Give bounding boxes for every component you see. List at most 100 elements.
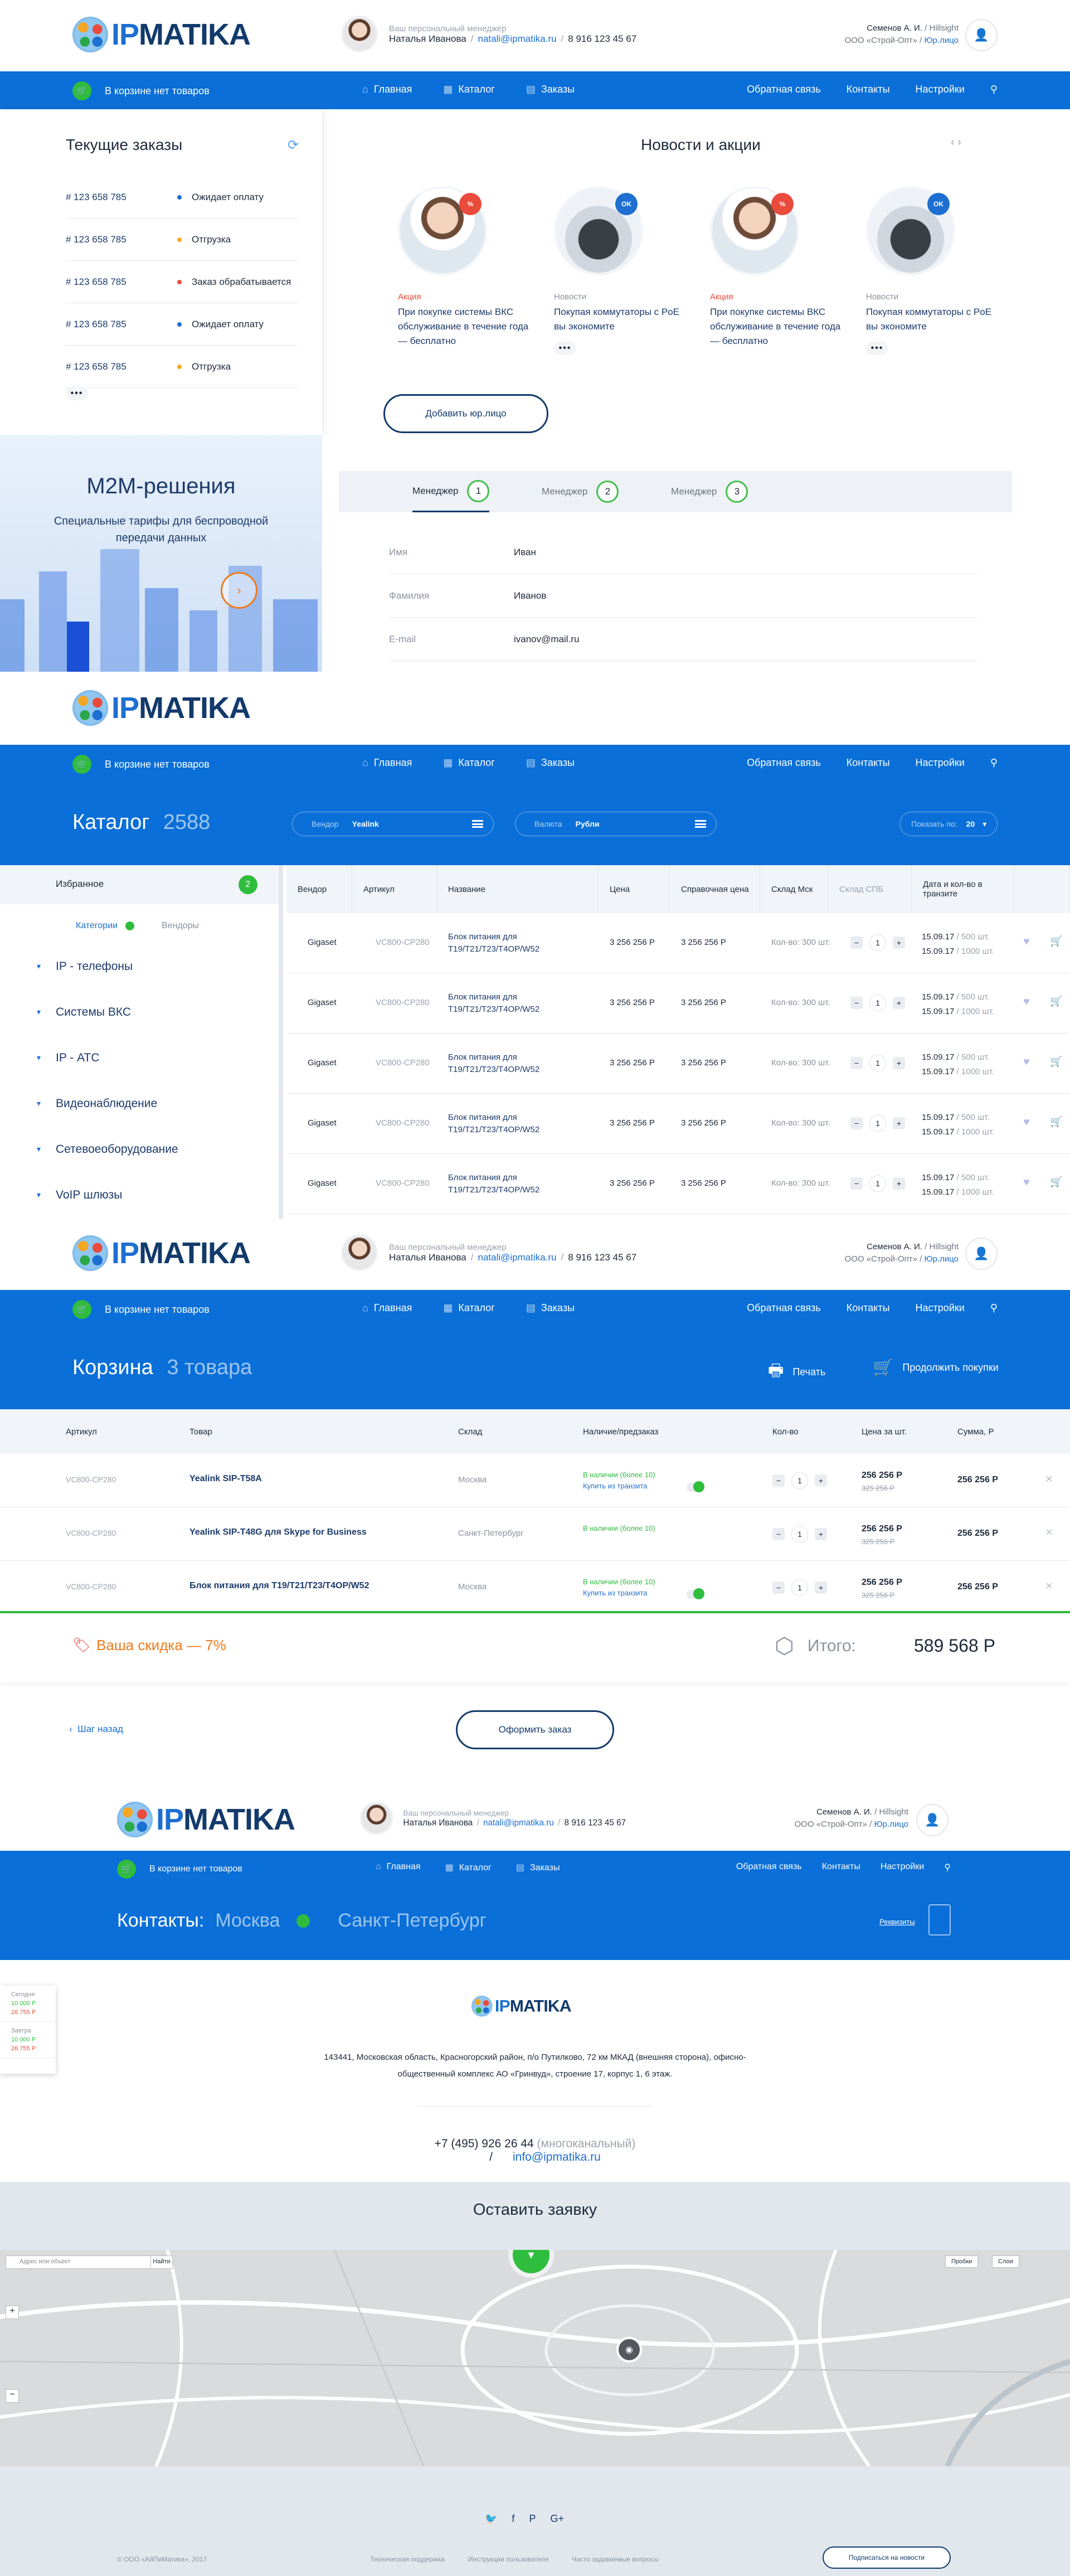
field-value[interactable]: Иван <box>514 546 536 557</box>
tab-manager-2[interactable]: Менеджер 2 <box>542 471 619 512</box>
remove-icon[interactable]: × <box>1045 1579 1053 1593</box>
user-profile-icon[interactable]: 👤 <box>965 19 998 51</box>
news-card[interactable]: OK Новости Покупая коммутаторы с PoE вы эк… <box>866 186 1000 355</box>
news-carousel-arrows[interactable]: ‹ › <box>951 136 961 148</box>
plus-button[interactable]: + <box>893 1177 905 1190</box>
table-header[interactable]: Склад Мск <box>760 865 828 913</box>
continue-shopping-button[interactable]: 🛒 Продолжить покупки <box>873 1358 999 1377</box>
order-number[interactable]: # 123 658 785 <box>66 361 127 372</box>
nav-settings[interactable]: Настройки <box>915 757 965 768</box>
category-item[interactable]: IP - телефоны <box>37 960 133 973</box>
tab-manager-3[interactable]: Менеджер 3 <box>671 471 748 512</box>
minus-button[interactable]: − <box>850 1117 863 1129</box>
manager-email-link[interactable]: natali@ipmatika.ru <box>478 1251 557 1263</box>
quantity-value[interactable]: 1 <box>869 934 886 951</box>
heart-icon[interactable]: ♥ <box>1023 1116 1030 1128</box>
legal-entity-link[interactable]: Юр.лицо <box>924 36 959 45</box>
minus-button[interactable]: − <box>850 997 863 1009</box>
print-button[interactable]: 🖶 Печать <box>768 1358 825 1386</box>
nav-orders[interactable]: ▤ Заказы <box>526 84 575 95</box>
requisites-link[interactable]: Реквизиты <box>879 1918 915 1926</box>
plus-button[interactable]: + <box>893 1117 905 1129</box>
footer-support-link[interactable]: Техническая поддержка <box>370 2555 445 2563</box>
table-header[interactable]: Справочная цена <box>670 865 760 913</box>
order-row[interactable]: # 123 658 785 Заказ обрабатывается <box>66 261 299 303</box>
quantity-stepper[interactable]: −1 + <box>772 1579 827 1596</box>
city-moscow[interactable]: Москва <box>215 1910 280 1931</box>
search-icon[interactable]: ⚲ <box>990 757 998 768</box>
order-row[interactable]: # 123 658 785 Отгрузка <box>66 219 299 261</box>
pinterest-icon[interactable]: P <box>529 2513 536 2524</box>
nav-settings[interactable]: Настройки <box>880 1862 925 1871</box>
nav-orders[interactable]: ▤ Заказы <box>526 757 575 769</box>
nav-orders[interactable]: ▤ Заказы <box>526 1302 575 1314</box>
nav-catalog[interactable]: ▦ Каталог <box>443 84 494 95</box>
nav-catalog[interactable]: ▦ Каталог <box>443 1302 494 1314</box>
table-header[interactable]: Название <box>437 865 599 913</box>
legal-entity-link[interactable]: Юр.лицо <box>924 1254 959 1264</box>
cell-name[interactable]: Блок питания для T19/T21/T23/T4OP/W52 <box>448 932 540 954</box>
cart-icon[interactable]: 🛒 <box>1050 1116 1063 1127</box>
basket-row[interactable]: VC800-CP280 Блок питания для T19/T21/T23/… <box>0 1561 1070 1614</box>
map-layers-button[interactable]: Слои <box>992 2255 1019 2268</box>
heart-icon[interactable]: ♥ <box>1023 935 1030 948</box>
minus-button[interactable]: − <box>772 1474 785 1487</box>
minus-button[interactable]: − <box>850 1177 863 1190</box>
category-item[interactable]: IP - АТС <box>37 1051 100 1065</box>
nav-feedback[interactable]: Обратная связь <box>747 757 821 768</box>
search-icon[interactable]: ⚲ <box>990 1302 998 1313</box>
plus-button[interactable]: + <box>815 1528 827 1540</box>
nav-home[interactable]: ⌂ Главная <box>362 84 412 95</box>
user-profile-icon[interactable]: 👤 <box>965 1238 998 1270</box>
plus-button[interactable]: + <box>893 997 905 1009</box>
mini-day[interactable]: Сегодня 10 000 Р 26 755 Р <box>0 1986 56 2022</box>
cart-icon[interactable]: 🛒 <box>1050 1176 1063 1187</box>
quantity-stepper[interactable]: −1 + <box>850 934 905 951</box>
order-number[interactable]: # 123 658 785 <box>66 191 127 202</box>
nav-contacts[interactable]: Контакты <box>846 1302 890 1313</box>
cell-name[interactable]: Блок питания для T19/T21/T23/T4OP/W52 <box>448 1052 540 1074</box>
mini-day[interactable]: Завтра 10 000 Р 26 755 Р <box>0 2022 56 2058</box>
cell-product-link[interactable]: Yealink SIP-T58A <box>189 1474 262 1483</box>
phone-number[interactable]: +7 (495) 926 26 44 <box>434 2137 534 2150</box>
order-row[interactable]: # 123 658 785 Ожидает оплату <box>66 176 299 219</box>
place-order-button[interactable]: Оформить заказ <box>456 1710 614 1749</box>
quantity-stepper[interactable]: −1 + <box>850 1055 905 1071</box>
back-step-link[interactable]: ‹ Шаг назад <box>69 1724 123 1734</box>
cell-product-link[interactable]: Yealink SIP-T48G для Skype for Business <box>189 1527 367 1537</box>
plus-button[interactable]: + <box>815 1474 827 1487</box>
mini-calendar-widget[interactable]: Сегодня 10 000 Р 26 755 Р Завтра 10 000 Р 26 … <box>0 1986 56 2074</box>
orders-more-button[interactable]: ••• <box>66 387 88 400</box>
nav-feedback[interactable]: Обратная связь <box>747 84 821 95</box>
minus-button[interactable]: − <box>772 1582 785 1594</box>
nav-feedback[interactable]: Обратная связь <box>736 1862 802 1871</box>
table-header[interactable]: Цена <box>599 865 670 913</box>
field-value[interactable]: Иванов <box>514 590 547 601</box>
map-search-button[interactable]: Найти <box>150 2255 173 2269</box>
table-row[interactable]: Gigaset VC800-CP280 Блок питания для T19/T… <box>286 913 1070 973</box>
tab-categories[interactable]: Категории <box>76 921 135 931</box>
nav-catalog[interactable]: ▦ Каталог <box>443 757 494 769</box>
tab-manager-1[interactable]: Менеджер 1 <box>412 471 490 512</box>
document-icon[interactable] <box>928 1904 951 1935</box>
search-icon[interactable]: ⚲ <box>990 84 998 95</box>
quantity-stepper[interactable]: −1 + <box>850 1175 905 1192</box>
category-item[interactable]: Видеонаблюдение <box>37 1097 157 1110</box>
cart-status[interactable]: 🛒 В корзине нет товаров <box>72 81 210 100</box>
remove-icon[interactable]: × <box>1045 1472 1053 1486</box>
cart-icon[interactable]: 🛒 <box>1050 1056 1063 1067</box>
manager-email-link[interactable]: natali@ipmatika.ru <box>478 33 557 44</box>
news-more-button[interactable]: ••• <box>866 342 888 355</box>
category-item[interactable]: VoIP шлюзы <box>37 1188 123 1202</box>
category-item[interactable]: Сетевоеоборудование <box>37 1143 178 1156</box>
order-number[interactable]: # 123 658 785 <box>66 234 127 245</box>
m2m-banner[interactable]: M2M-решения Специальные тарифы для беспр… <box>0 435 322 672</box>
minus-button[interactable]: − <box>850 1057 863 1069</box>
table-header[interactable]: Склад СПБ <box>828 865 912 913</box>
quantity-stepper[interactable]: −1 + <box>850 1115 905 1132</box>
subscribe-button[interactable]: Подписаться на новости <box>823 2546 951 2569</box>
map-traffic-button[interactable]: Пробки <box>945 2255 979 2268</box>
map-search-input[interactable]: Адрес или объект <box>6 2255 173 2269</box>
manager-email-link[interactable]: natali@ipmatika.ru <box>483 1817 554 1827</box>
table-row[interactable]: Gigaset VC800-CP280 Блок питания для T19/T… <box>286 1034 1070 1094</box>
